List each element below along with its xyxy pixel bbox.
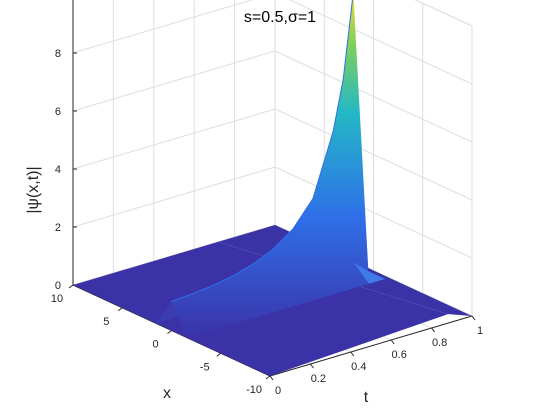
x-axis-label: x: [163, 385, 171, 402]
t-axis-line: [269, 315, 473, 377]
wall-grid-z: [274, 50, 473, 143]
x-tick: [117, 307, 123, 312]
box-edge: [414, 0, 473, 27]
surface-layer: [73, 0, 472, 376]
t-tick-label: 0: [275, 385, 281, 397]
ridge-tail: [353, 262, 386, 284]
t-tick-label: 0.6: [392, 349, 407, 361]
wall-grid-z: [288, 0, 473, 85]
t-axis-label: t: [364, 389, 369, 406]
t-tick: [269, 375, 274, 381]
z-tick-label: 10: [49, 0, 61, 2]
x-tick: [216, 352, 222, 357]
t-tick-label: 0.8: [432, 337, 447, 349]
t-tick: [350, 351, 355, 357]
t-tick: [309, 363, 314, 369]
wall-grid-z: [72, 0, 254, 54]
t-tick-label: 1: [477, 325, 483, 337]
t-tick: [471, 315, 476, 321]
labels-layer: 0 0.2 0.4 0.6 0.8 1 10 5 0 -5 -10 0 2 4 6 8 10: [49, 0, 483, 397]
x-tick: [68, 284, 74, 289]
x-tick-label: 5: [103, 316, 109, 328]
x-tick: [167, 330, 172, 334]
z-tick-label: 4: [55, 164, 61, 176]
x-tick-label: 0: [152, 339, 158, 351]
wall-grid-z: [72, 224, 276, 286]
z-tick-label: 2: [55, 222, 61, 234]
wall-grid-z: [274, 108, 473, 201]
z-axis-label: |ψ(x,t)|: [25, 166, 42, 213]
t-tick-label: 0.2: [311, 373, 326, 385]
wall-grid-z: [72, 166, 276, 228]
wall-grid-z: [72, 108, 276, 170]
x-tick-label: 10: [51, 293, 63, 305]
t-tick: [390, 339, 395, 345]
z-tick-label: 0: [55, 280, 61, 292]
z-tick-label: 8: [55, 48, 61, 60]
t-tick: [431, 327, 436, 333]
wall-grid-z: [274, 166, 473, 259]
z-tick-label: 6: [55, 106, 61, 118]
x-tick-label: -10: [246, 384, 262, 396]
wall-grid-z: [72, 50, 276, 112]
ridge-front-face: [171, 0, 370, 338]
t-tick-label: 0.4: [351, 361, 366, 373]
chart-title: s=0.5,σ=1: [244, 9, 316, 26]
x-tick: [265, 375, 271, 380]
x-tick-label: -5: [200, 361, 210, 373]
ridge-crest: [171, 0, 353, 302]
